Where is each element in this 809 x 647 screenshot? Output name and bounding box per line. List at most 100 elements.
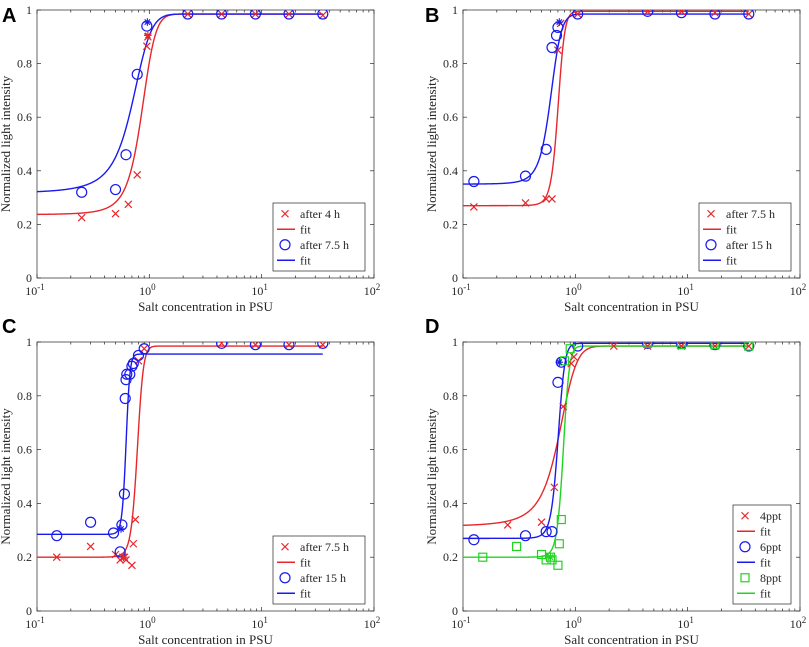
data-point-red bbox=[251, 10, 260, 18]
x-tick-label: 102 bbox=[364, 615, 381, 631]
plot-area bbox=[37, 342, 329, 570]
data-point-red bbox=[503, 520, 512, 529]
x-tick-label: 10-1 bbox=[25, 282, 45, 298]
legend-label: after 15 h bbox=[726, 238, 772, 252]
x-axis-label: Salt concentration in PSU bbox=[564, 299, 699, 314]
y-tick-label: 0.8 bbox=[443, 57, 458, 71]
data-point-blue bbox=[317, 10, 329, 20]
x-tick-label: 102 bbox=[364, 282, 381, 298]
data-point-red bbox=[133, 170, 142, 179]
data-point-blue bbox=[216, 342, 228, 349]
legend-marker-blue bbox=[739, 541, 751, 553]
data-point-blue bbox=[182, 10, 194, 20]
x-tick-label: 10-1 bbox=[451, 282, 471, 298]
x-axis-label: Salt concentration in PSU bbox=[138, 299, 273, 314]
data-point-blue bbox=[119, 392, 131, 405]
data-point-blue bbox=[709, 10, 721, 20]
asterisk-marker bbox=[546, 553, 555, 561]
asterisk-marker bbox=[119, 553, 128, 561]
legend-box bbox=[732, 504, 792, 605]
data-point-green bbox=[553, 560, 563, 570]
x-tick-label: 101 bbox=[677, 615, 694, 631]
asterisk-marker bbox=[555, 358, 564, 366]
y-tick-label: 0 bbox=[26, 604, 32, 618]
y-tick-label: 0.2 bbox=[17, 217, 32, 231]
fit-line-blue bbox=[463, 13, 749, 185]
data-point-red bbox=[124, 200, 133, 209]
y-tick-label: 1 bbox=[26, 335, 32, 349]
data-point-green bbox=[744, 342, 754, 351]
fit-line-blue bbox=[463, 342, 749, 540]
data-point-red bbox=[643, 10, 652, 16]
data-point-red bbox=[542, 195, 551, 203]
data-point-blue bbox=[743, 342, 755, 352]
data-point-red bbox=[318, 342, 327, 349]
data-point-red bbox=[559, 402, 568, 411]
y-axis-label: Normalized light intensity bbox=[424, 75, 439, 212]
data-point-blue bbox=[550, 29, 563, 42]
data-point-blue bbox=[743, 10, 755, 20]
data-point-blue bbox=[283, 342, 295, 351]
data-point-blue bbox=[317, 342, 329, 349]
asterisk-marker bbox=[117, 525, 125, 533]
data-point-green bbox=[511, 541, 522, 552]
x-axis-label: Salt concentration in PSU bbox=[564, 632, 699, 647]
legend-label: fit bbox=[300, 586, 311, 600]
data-point-red bbox=[142, 42, 151, 51]
fit-line-red bbox=[463, 10, 749, 207]
data-point-red bbox=[77, 213, 86, 222]
data-point-blue bbox=[107, 527, 120, 539]
legend-marker-blue bbox=[705, 239, 717, 251]
data-point-blue bbox=[546, 526, 558, 538]
legend-label: fit bbox=[300, 555, 311, 569]
data-point-blue bbox=[519, 530, 532, 542]
plot-area bbox=[463, 10, 755, 211]
panel-letter-b: B bbox=[425, 5, 439, 27]
data-point-blue bbox=[468, 175, 480, 188]
data-point-blue bbox=[51, 530, 63, 542]
legend-label: after 4 h bbox=[300, 207, 340, 221]
y-axis-label: Normalized light intensity bbox=[424, 408, 439, 545]
data-point-red bbox=[711, 10, 719, 17]
fit-line-blue bbox=[37, 13, 323, 193]
data-point-red bbox=[285, 10, 293, 18]
legend-label: 6ppt bbox=[760, 540, 782, 554]
legend-label: after 15 h bbox=[300, 571, 346, 585]
data-point-green bbox=[536, 549, 547, 560]
data-point-blue bbox=[132, 349, 145, 362]
data-point-green bbox=[710, 342, 720, 350]
data-point-blue bbox=[540, 143, 552, 155]
asterisk-marker bbox=[143, 18, 152, 26]
plot-area bbox=[37, 10, 329, 222]
data-point-blue bbox=[546, 41, 558, 54]
data-point-blue bbox=[138, 343, 150, 355]
x-tick-label: 100 bbox=[565, 282, 582, 298]
data-point-blue bbox=[540, 526, 552, 538]
fit-line-blue bbox=[37, 353, 323, 536]
data-point-green bbox=[554, 539, 564, 549]
y-axis-label: Normalized light intensity bbox=[0, 75, 13, 212]
data-point-red bbox=[744, 10, 753, 18]
data-point-blue bbox=[552, 376, 564, 388]
data-point-red bbox=[217, 10, 226, 18]
legend-label: fit bbox=[300, 253, 311, 267]
legend-label: fit bbox=[760, 586, 771, 600]
data-point-blue bbox=[519, 170, 532, 182]
legend-label: 8ppt bbox=[760, 571, 782, 585]
asterisk-marker bbox=[144, 31, 152, 40]
data-point-red bbox=[52, 553, 61, 562]
legend-label: fit bbox=[760, 555, 771, 569]
data-point-red bbox=[469, 203, 478, 211]
x-tick-label: 10-1 bbox=[451, 615, 471, 631]
data-point-blue bbox=[283, 10, 295, 20]
data-point-blue bbox=[642, 10, 654, 17]
data-point-green bbox=[565, 344, 575, 354]
legend-marker-green bbox=[740, 573, 750, 583]
y-tick-label: 0.4 bbox=[17, 496, 32, 510]
data-point-red bbox=[318, 11, 327, 20]
data-point-red bbox=[285, 342, 293, 349]
y-tick-label: 0.8 bbox=[17, 57, 32, 71]
